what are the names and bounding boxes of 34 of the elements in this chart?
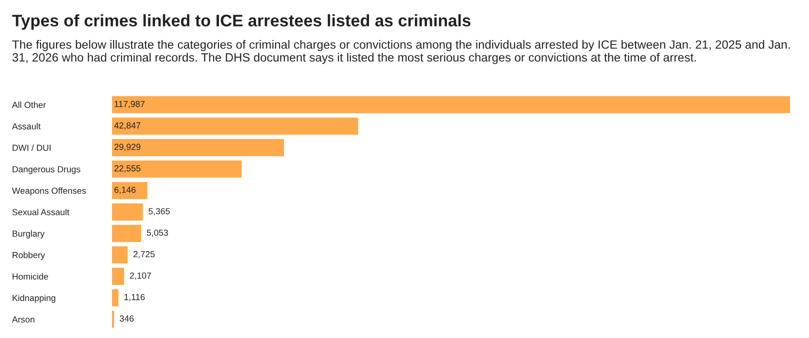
chart-title: Types of crimes linked to ICE arrestees listed as criminals bbox=[12, 14, 470, 30]
data-label: 42,847 bbox=[114, 122, 140, 130]
y-tick-label: Weapons Offenses bbox=[12, 187, 86, 196]
y-tick-label: Homicide bbox=[12, 273, 48, 280]
bar bbox=[112, 118, 358, 135]
chart-subtitle: The figures below illustrate the categories of criminal charges or convictions among the individuals arrested by ICE between Jan. 21, 2025 and Jan. 31, 2026 who had criminal records. The DHS document says it listed the most serious charges or convictions at the time of arrest. bbox=[12, 40, 790, 64]
bar bbox=[112, 289, 118, 306]
data-label: 117,987 bbox=[114, 100, 145, 108]
data-label: 22,555 bbox=[114, 165, 140, 172]
data-label: 6,146 bbox=[114, 186, 136, 194]
data-label: 5,053 bbox=[146, 230, 168, 237]
y-tick-label: Sexual Assault bbox=[12, 208, 70, 216]
data-label: 346 bbox=[120, 315, 134, 322]
bar bbox=[112, 139, 284, 156]
data-label: 1,116 bbox=[124, 294, 145, 302]
y-tick-label: Burglary bbox=[12, 230, 45, 238]
y-tick-label: Assault bbox=[12, 123, 41, 130]
y-tick-label: Robbery bbox=[12, 252, 46, 260]
bar bbox=[112, 224, 142, 242]
bar bbox=[112, 203, 143, 221]
data-label: 2,107 bbox=[130, 272, 151, 280]
bar bbox=[112, 96, 790, 114]
bar bbox=[112, 268, 124, 285]
bar bbox=[112, 246, 128, 264]
bar bbox=[112, 160, 242, 178]
data-label: 5,365 bbox=[148, 208, 170, 216]
data-label: 2,725 bbox=[134, 251, 155, 258]
bar bbox=[112, 182, 148, 200]
y-tick-label: Dangerous Drugs bbox=[12, 166, 80, 174]
y-tick-label: Kidnapping bbox=[12, 294, 56, 303]
data-label: 29,929 bbox=[114, 144, 140, 152]
y-tick-label: All Other bbox=[12, 102, 46, 108]
y-tick-label: DWI / DUI bbox=[12, 144, 51, 151]
y-tick-label: Arson bbox=[12, 316, 34, 323]
